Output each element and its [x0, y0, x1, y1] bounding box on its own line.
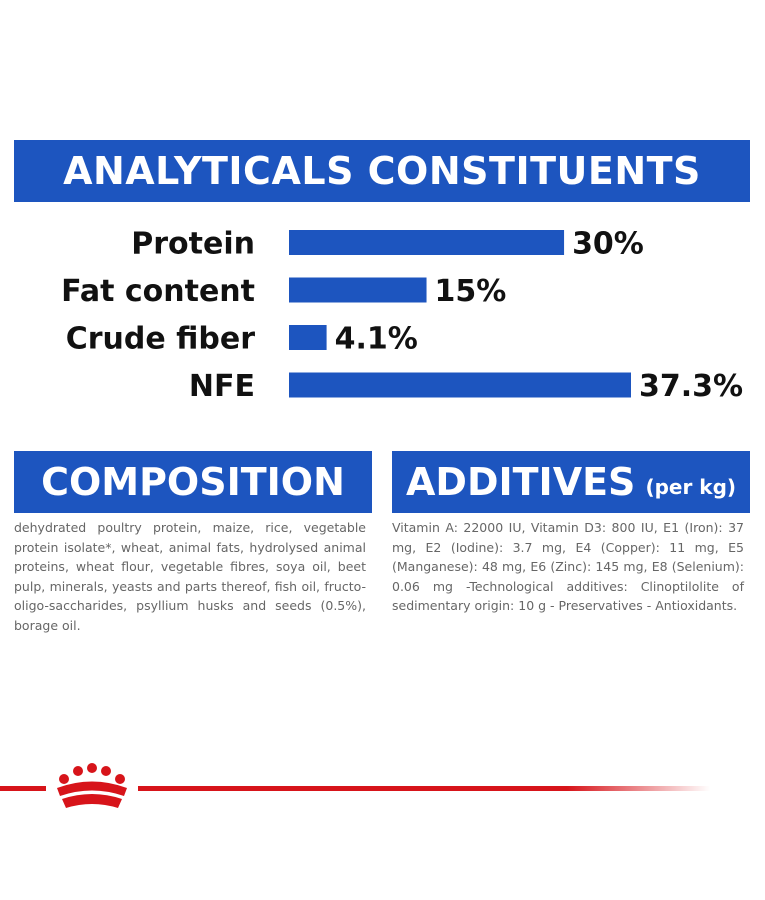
value-label: 4.1%	[335, 322, 418, 357]
additives-title-banner: ADDITIVES (per kg)	[392, 451, 750, 513]
category-label: Fat content	[61, 274, 255, 309]
brand-line-left	[0, 786, 46, 791]
category-label: NFE	[189, 369, 255, 404]
analytics-bar-chart: Protein 30% Fat content 15% Crude fiber 4.1% N…	[61, 227, 743, 405]
analytics-title-banner: ANALYTICALS CONSTITUENTS	[14, 140, 750, 202]
brand-line-right	[138, 786, 710, 791]
value-label: 37.3%	[639, 369, 743, 404]
additives-text: Vitamin A: 22000 IU, Vitamin D3: 800 IU,…	[392, 520, 744, 613]
additives-unit: (per kg)	[645, 475, 737, 499]
additives-title: ADDITIVES	[406, 460, 636, 504]
bar	[289, 277, 427, 303]
crown-icon	[57, 763, 127, 808]
value-label: 15%	[435, 274, 507, 309]
composition-text: dehydrated poultry protein, maize, rice,…	[14, 520, 366, 633]
bar	[289, 372, 631, 398]
value-label: 30%	[572, 227, 644, 262]
composition-title: COMPOSITION	[41, 460, 345, 504]
analytics-title: ANALYTICALS CONSTITUENTS	[63, 149, 701, 193]
brand-strip	[0, 763, 710, 808]
composition-title-banner: COMPOSITION	[14, 451, 372, 513]
bar	[289, 325, 327, 350]
category-label: Protein	[131, 227, 255, 262]
category-label: Crude fiber	[66, 322, 255, 357]
bar	[289, 230, 565, 255]
